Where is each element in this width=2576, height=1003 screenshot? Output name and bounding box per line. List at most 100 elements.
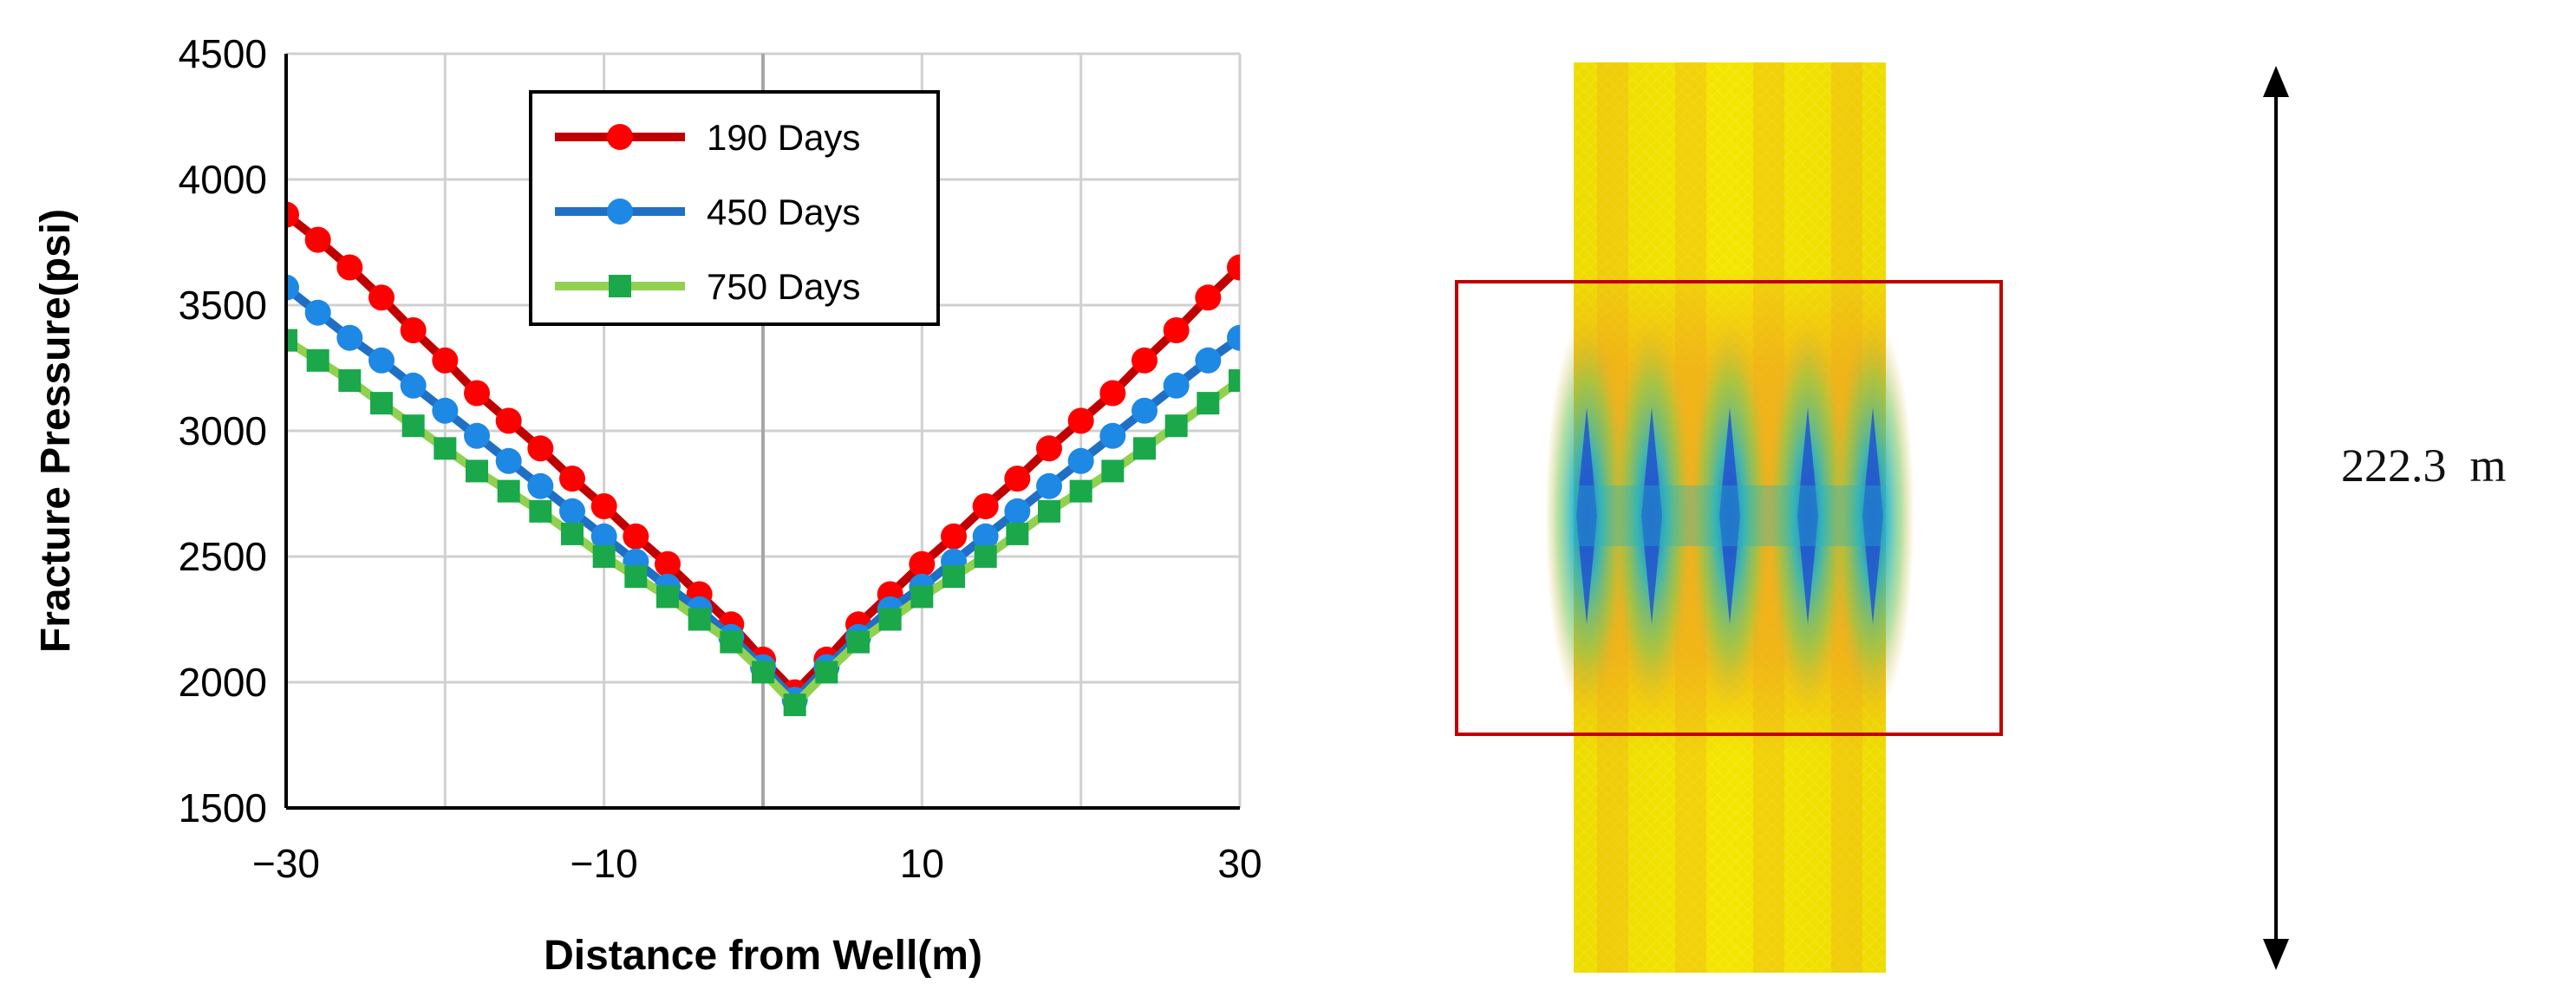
data-point [655,550,681,577]
legend: 190 Days 450 Days 750 Days [529,90,940,326]
data-point [368,284,395,311]
data-point [1036,472,1062,499]
data-point [336,324,363,351]
data-point [1004,498,1031,524]
legend-marker [607,199,633,225]
data-point [370,392,393,415]
data-point [783,694,806,717]
y-axis-title: Fracture Pressure(psi) [33,209,79,653]
data-point [1227,324,1240,351]
data-point [336,254,363,281]
y-tick-labels: 1500 2000 2500 3000 3500 4000 4500 [179,31,267,830]
data-point [304,226,331,253]
data-point [464,380,490,407]
arrow-head-up-icon [2263,66,2289,97]
pressure-core [1797,407,1818,624]
data-point [306,348,329,372]
data-point [527,472,554,499]
data-point [910,585,934,609]
data-point [941,523,967,550]
data-point [1099,422,1126,449]
series-layer [286,201,1240,717]
y-tick-label: 3000 [179,408,267,453]
y-tick-label: 4500 [179,31,267,76]
data-point [1006,522,1029,545]
center-band [1574,485,1886,546]
data-point [688,608,711,631]
data-point [286,201,299,228]
data-point [529,499,552,523]
data-point [1131,347,1158,374]
data-point [656,585,679,609]
pressure-core [1862,407,1883,624]
arrow-head-down-icon [2263,939,2289,970]
legend-marker [609,275,631,297]
data-point [1195,284,1222,311]
data-point [432,347,459,374]
data-point [1163,372,1190,399]
legend-label: 450 Days [707,192,860,232]
data-point [338,369,362,392]
data-point [559,498,585,524]
x-tick-label: 30 [1217,841,1262,886]
y-tick-label: 2500 [179,534,267,579]
data-point [286,274,299,301]
pressure-core [1641,407,1662,624]
data-point [1101,459,1125,483]
data-point [466,459,488,483]
data-point [1099,380,1126,407]
data-point [1195,347,1222,374]
data-point [592,545,616,568]
data-point [624,565,648,589]
data-point [1227,254,1240,281]
data-point [1067,407,1094,434]
x-tick-label: −10 [571,841,638,886]
data-point [304,299,331,326]
y-tick-label: 2000 [179,660,267,705]
data-point [432,397,459,424]
pressure-core [1719,407,1740,624]
data-point [972,493,999,519]
data-point [1164,414,1188,438]
data-point [495,447,522,474]
data-point [527,435,554,462]
data-point [1229,369,1240,392]
data-point [942,565,965,589]
data-point [720,630,743,654]
data-point [974,545,997,568]
data-point [1131,397,1158,424]
pressure-lobes [1545,316,1914,715]
y-tick-label: 3500 [179,283,267,328]
data-point [1069,479,1092,503]
legend-label: 190 Days [707,117,860,158]
data-point [1163,317,1190,343]
highlight-box [1455,280,2003,736]
data-point [590,493,617,519]
data-point [847,630,870,654]
data-point [401,414,425,438]
legend-label: 750 Days [707,266,860,307]
data-point [464,422,490,449]
data-point [1197,392,1220,415]
data-point [434,437,457,460]
data-point [497,479,520,503]
x-axis-title: Distance from Well(m) [544,933,982,979]
data-point [368,347,395,374]
dimension-label: 222.3 m [2341,440,2507,492]
simulation-panel: 222.3 m [1455,62,2507,973]
data-point [1004,466,1031,492]
data-point [878,608,902,631]
data-point [286,329,297,352]
x-tick-label: −30 [252,841,320,886]
x-tick-label: 10 [900,841,944,886]
data-point [1067,447,1094,474]
data-point [590,523,617,550]
data-point [623,523,649,550]
dimension-arrow [2263,66,2289,970]
data-point [1133,437,1156,460]
data-point [1036,435,1062,462]
series-750-days [286,329,1240,717]
